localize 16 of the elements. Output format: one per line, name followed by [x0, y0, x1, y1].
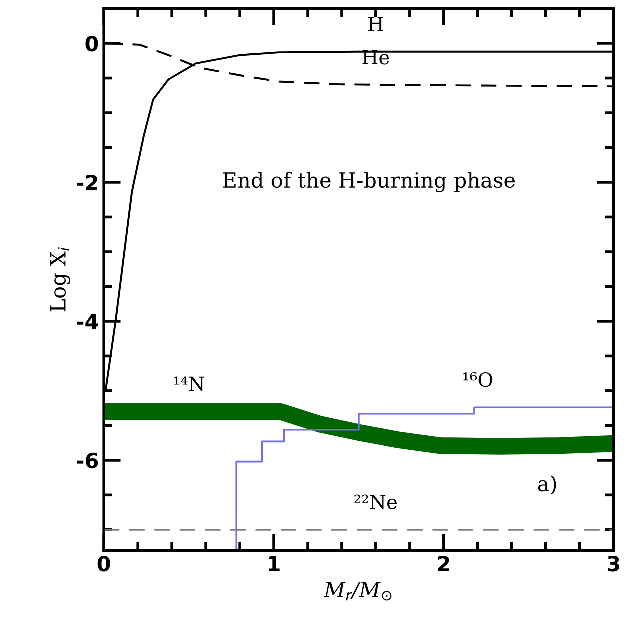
annotation: H: [368, 16, 384, 32]
x-tick-label: 3: [608, 556, 620, 572]
annotation: End of the H-burning phase: [223, 172, 515, 192]
annotation: a): [538, 476, 556, 495]
annotation: ¹⁶O: [464, 372, 493, 388]
x-tick-label: 2: [438, 556, 450, 572]
x-tick-label: 0: [98, 556, 110, 572]
x-tick-label: 1: [269, 556, 280, 572]
x-axis-title: M$_{r}$/M$_{⊙}$: [324, 582, 392, 601]
annotation: ²²Ne: [354, 494, 398, 510]
y-tick-label: 0: [86, 36, 98, 52]
y-tick-label: -6: [77, 452, 98, 469]
annotation: ¹⁴N: [174, 376, 204, 392]
y-axis-title: Log X$_{i}$: [50, 247, 70, 312]
y-tick-label: -2: [77, 174, 98, 190]
y-tick-label: -4: [77, 314, 98, 330]
